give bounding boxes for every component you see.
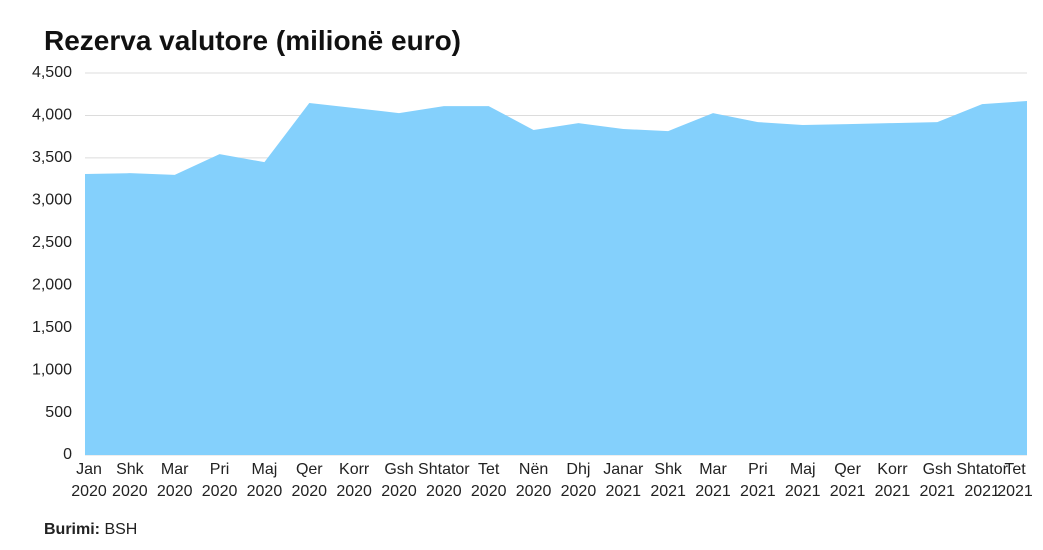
y-tick-label: 1,500 (32, 319, 72, 336)
x-tick-label: 2020 (561, 483, 597, 500)
x-tick-label: Tet (1004, 461, 1026, 478)
x-tick-label: 2021 (997, 483, 1033, 500)
x-tick-label: Qer (296, 461, 323, 478)
x-tick-label: 2021 (875, 483, 911, 500)
x-tick-label: Qer (834, 461, 861, 478)
y-tick-label: 3,500 (32, 149, 72, 166)
source-text: BSH (104, 521, 137, 538)
x-tick-label: Shtator (418, 461, 470, 478)
x-tick-label: 2021 (695, 483, 731, 500)
y-tick-label: 2,500 (32, 234, 72, 251)
y-tick-label: 3,000 (32, 192, 72, 209)
x-tick-label: 2021 (830, 483, 866, 500)
x-tick-label: Maj (790, 461, 816, 478)
x-tick-label: 2020 (71, 483, 107, 500)
x-tick-label: 2021 (964, 483, 1000, 500)
chart-title: Rezerva valutore (milionë euro) (44, 25, 461, 56)
x-tick-label: Pri (748, 461, 768, 478)
x-tick-label: 2020 (516, 483, 552, 500)
x-tick-label: 2020 (336, 483, 372, 500)
y-tick-label: 4,000 (32, 107, 72, 124)
area (85, 101, 1027, 455)
x-tick-label: Mar (161, 461, 189, 478)
x-tick-label: Gsh (923, 461, 952, 478)
x-tick-label: Korr (877, 461, 908, 478)
x-tick-label: 2020 (202, 483, 238, 500)
x-tick-label: 2021 (605, 483, 641, 500)
x-tick-label: Jan (76, 461, 102, 478)
x-tick-label: Shtator (956, 461, 1008, 478)
x-tick-label: Maj (252, 461, 278, 478)
x-tick-label: 2020 (426, 483, 462, 500)
x-tick-label: Korr (339, 461, 370, 478)
x-tick-label: 2020 (471, 483, 507, 500)
y-tick-label: 0 (63, 446, 72, 463)
y-tick-label: 1,000 (32, 361, 72, 378)
source-label: Burimi: (44, 521, 100, 538)
x-tick-label: 2020 (112, 483, 148, 500)
x-tick-label: 2021 (785, 483, 821, 500)
x-tick-label: Mar (699, 461, 727, 478)
x-tick-label: 2021 (650, 483, 686, 500)
y-tick-label: 4,500 (32, 64, 72, 81)
source: Burimi: BSH (44, 521, 137, 538)
x-tick-label: 2020 (381, 483, 417, 500)
x-tick-label: Tet (478, 461, 500, 478)
x-tick-label: 2021 (919, 483, 955, 500)
x-tick-label: Nën (519, 461, 548, 478)
x-tick-label: Janar (603, 461, 644, 478)
x-tick-label: 2020 (291, 483, 327, 500)
y-tick-label: 2,000 (32, 276, 72, 293)
x-tick-label: Shk (116, 461, 145, 478)
x-tick-label: Gsh (384, 461, 413, 478)
x-tick-label: 2020 (247, 483, 283, 500)
x-tick-label: Dhj (566, 461, 590, 478)
y-tick-label: 500 (45, 404, 72, 421)
x-tick-label: Shk (654, 461, 683, 478)
x-tick-label: 2020 (157, 483, 193, 500)
x-tick-label: 2021 (740, 483, 776, 500)
x-tick-label: Pri (210, 461, 230, 478)
